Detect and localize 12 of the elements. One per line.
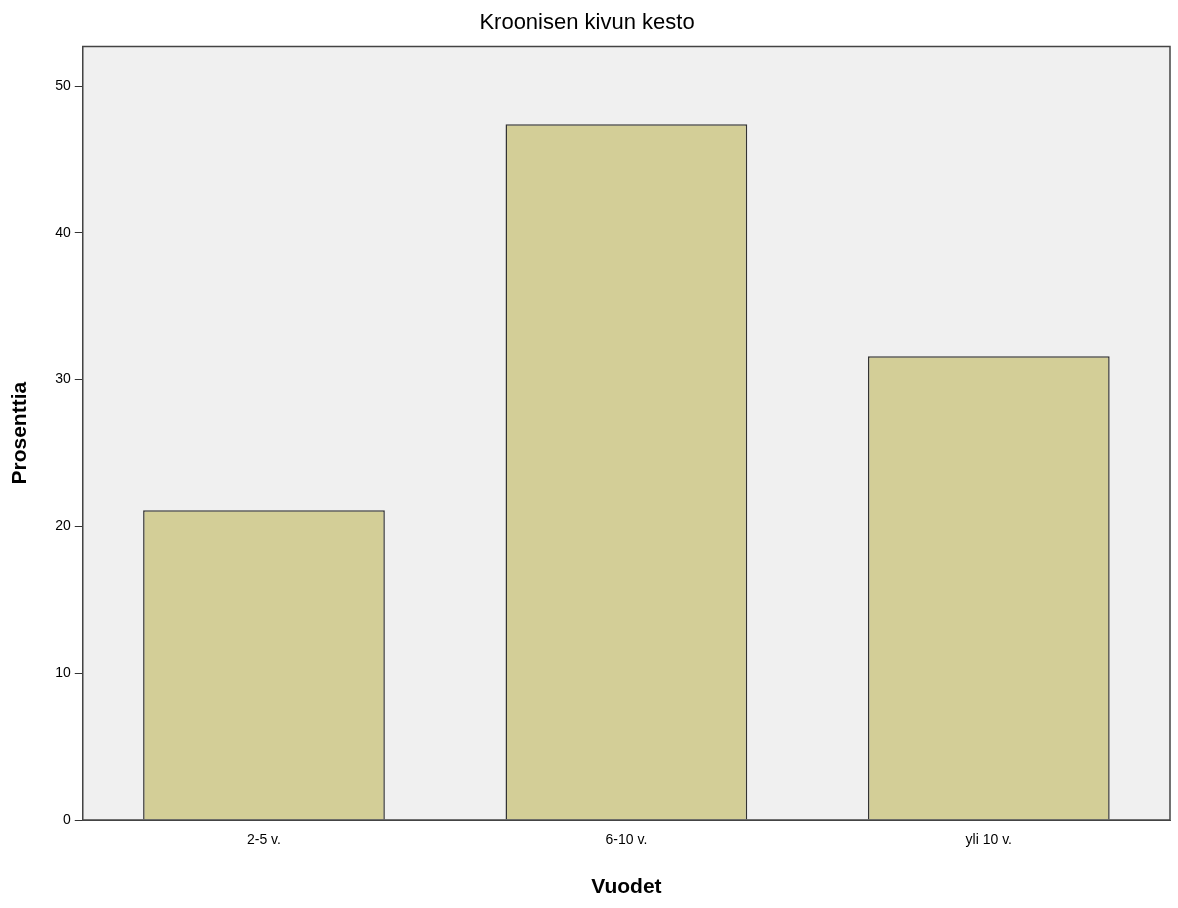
y-tick-label: 50 [55, 76, 71, 93]
x-tick-label: 6-10 v. [605, 831, 648, 848]
y-tick-label: 30 [55, 370, 71, 387]
x-tick-label: yli 10 v. [965, 831, 1013, 848]
y-tick-label: 10 [55, 664, 71, 681]
x-tick-label: 2-5 v. [246, 831, 281, 848]
y-axis-title: Prosenttia [7, 381, 31, 485]
y-tick-label: 20 [55, 517, 71, 534]
chart-title: Kroonisen kivun kesto [479, 9, 695, 35]
y-tick-label: 0 [62, 810, 71, 827]
x-axis-title: Vuodet [591, 874, 662, 898]
y-tick-label: 40 [55, 223, 71, 240]
